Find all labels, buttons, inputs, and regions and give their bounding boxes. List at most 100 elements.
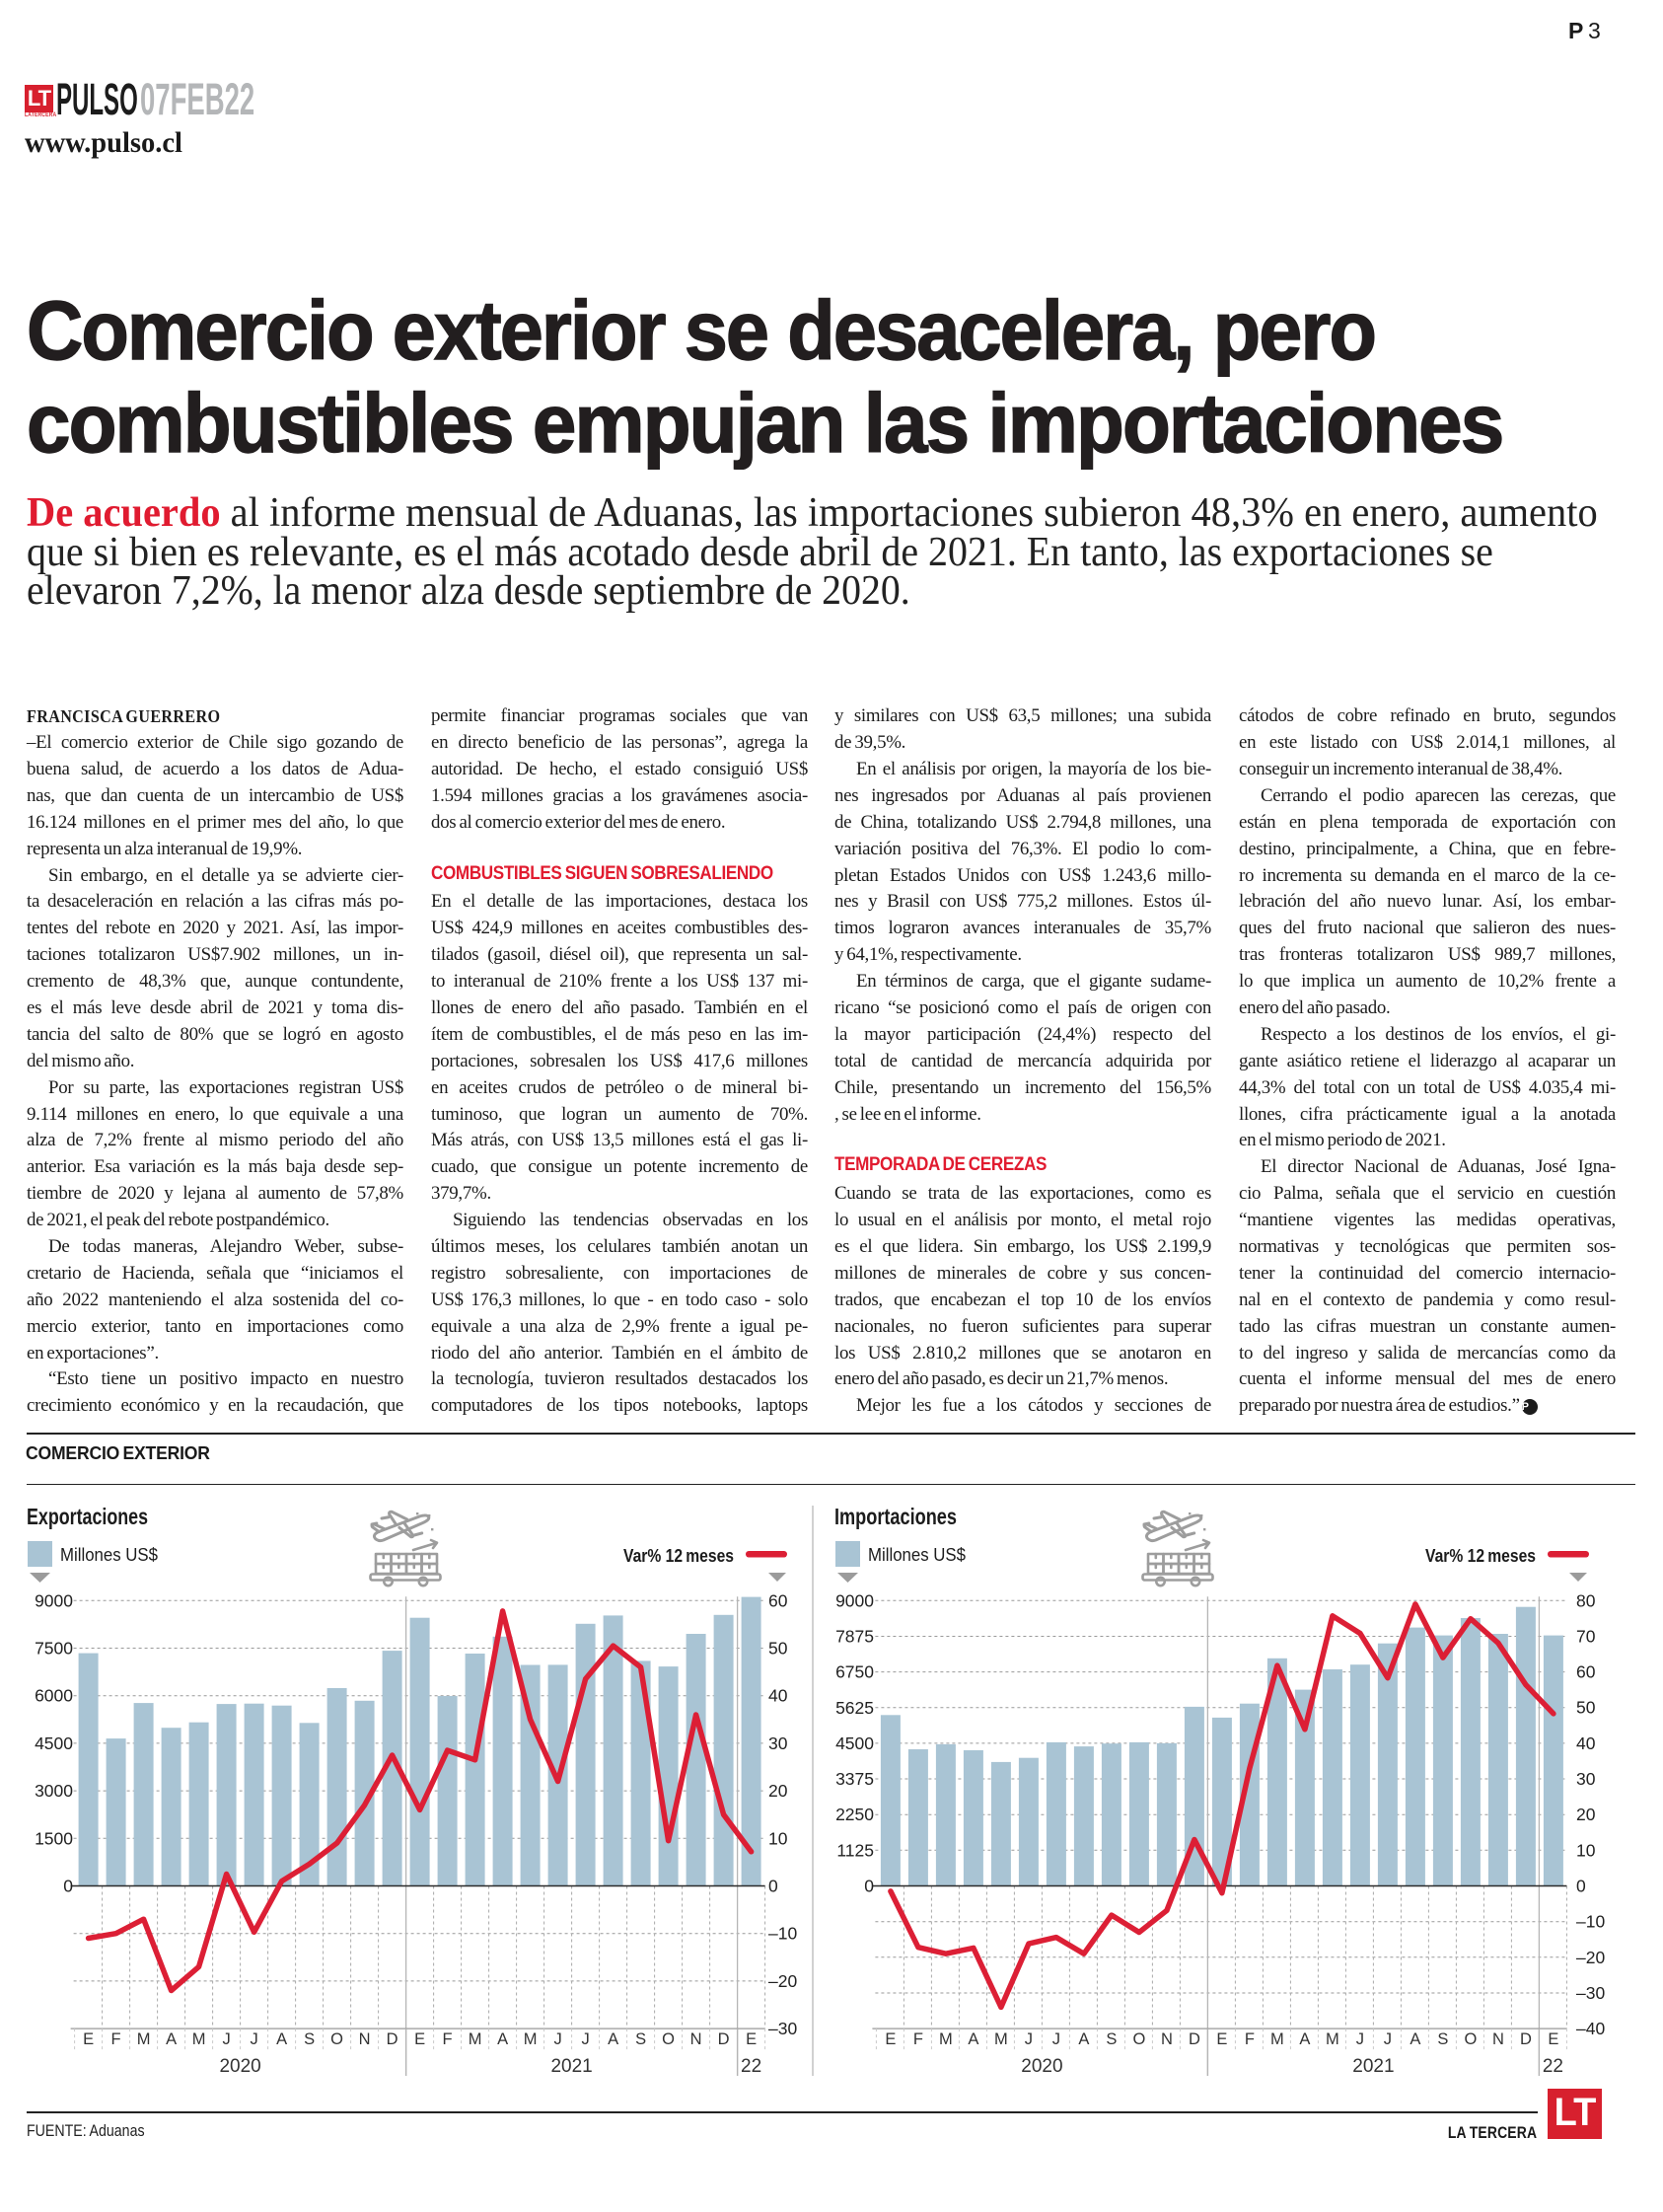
svg-text:E: E [885,2030,896,2048]
svg-text:0: 0 [864,1877,874,1896]
svg-text:F: F [111,2030,121,2048]
svg-text:N: N [690,2030,702,2048]
svg-text:5625: 5625 [835,1698,874,1718]
svg-text:–30: –30 [1576,1983,1605,2003]
svg-text:J: J [581,2030,589,2048]
svg-text:0: 0 [768,1877,778,1896]
svg-text:Var% 12 meses: Var% 12 meses [1425,1545,1536,1566]
svg-text:E: E [83,2030,94,2048]
svg-text:4500: 4500 [35,1733,73,1753]
svg-text:80: 80 [1576,1590,1596,1610]
svg-text:30: 30 [768,1733,788,1753]
svg-text:–30: –30 [768,2019,797,2038]
svg-text:J: J [222,2030,230,2048]
svg-text:S: S [1437,2030,1448,2048]
svg-text:–20: –20 [1576,1948,1605,1967]
svg-text:M: M [524,2030,538,2048]
svg-text:A: A [276,2030,287,2048]
svg-text:E: E [746,2030,757,2048]
svg-text:A: A [608,2030,618,2048]
svg-text:3375: 3375 [835,1769,874,1789]
svg-text:D: D [1520,2030,1532,2048]
svg-text:2250: 2250 [835,1805,874,1824]
svg-text:S: S [304,2030,315,2048]
svg-text:6000: 6000 [35,1686,73,1706]
svg-text:O: O [662,2030,675,2048]
svg-text:2021: 2021 [1352,2056,1394,2077]
svg-text:M: M [1270,2030,1284,2048]
svg-text:A: A [1078,2030,1089,2048]
svg-text:N: N [359,2030,371,2048]
svg-text:O: O [330,2030,343,2048]
svg-text:M: M [939,2030,953,2048]
svg-text:D: D [387,2030,398,2048]
svg-text:A: A [968,2030,978,2048]
svg-text:4500: 4500 [835,1733,874,1753]
svg-text:7500: 7500 [35,1639,73,1659]
svg-text:A: A [166,2030,177,2048]
svg-text:9000: 9000 [35,1590,73,1610]
svg-text:O: O [1464,2030,1477,2048]
svg-text:1500: 1500 [35,1828,73,1848]
svg-text:M: M [469,2030,482,2048]
svg-text:30: 30 [1576,1769,1596,1789]
svg-text:2021: 2021 [550,2056,592,2077]
svg-text:D: D [718,2030,730,2048]
svg-text:2020: 2020 [1021,2056,1062,2077]
svg-text:10: 10 [768,1828,788,1848]
svg-text:–10: –10 [768,1924,797,1944]
svg-text:40: 40 [1576,1733,1596,1753]
svg-text:–20: –20 [768,1971,797,1991]
svg-text:D: D [1189,2030,1200,2048]
svg-text:F: F [913,2030,923,2048]
svg-text:J: J [1384,2030,1392,2048]
svg-text:Var% 12 meses: Var% 12 meses [623,1545,734,1566]
svg-text:0: 0 [63,1877,73,1896]
svg-text:60: 60 [768,1590,788,1610]
svg-text:50: 50 [768,1639,788,1659]
svg-text:E: E [1548,2030,1558,2048]
svg-text:0: 0 [1576,1877,1586,1896]
svg-text:N: N [1492,2030,1504,2048]
svg-text:N: N [1161,2030,1173,2048]
svg-text:50: 50 [1576,1698,1596,1718]
svg-text:S: S [1106,2030,1117,2048]
svg-text:M: M [1326,2030,1339,2048]
svg-text:Importaciones: Importaciones [834,1504,957,1529]
svg-text:3000: 3000 [35,1781,73,1801]
svg-text:O: O [1132,2030,1145,2048]
svg-text:–10: –10 [1576,1912,1605,1932]
svg-text:E: E [414,2030,425,2048]
svg-text:F: F [1245,2030,1255,2048]
svg-text:M: M [137,2030,151,2048]
svg-text:20: 20 [768,1781,788,1801]
svg-text:–40: –40 [1576,2019,1605,2038]
svg-text:A: A [1299,2030,1310,2048]
svg-text:6750: 6750 [835,1662,874,1682]
svg-text:J: J [553,2030,561,2048]
svg-text:10: 10 [1576,1840,1596,1860]
svg-text:A: A [497,2030,508,2048]
svg-text:7875: 7875 [835,1627,874,1647]
svg-text:J: J [1052,2030,1060,2048]
svg-text:Millones US$: Millones US$ [868,1544,966,1565]
svg-text:20: 20 [1576,1805,1596,1824]
svg-text:Millones US$: Millones US$ [60,1544,158,1565]
svg-text:J: J [1025,2030,1033,2048]
svg-text:M: M [994,2030,1008,2048]
svg-text:E: E [1216,2030,1227,2048]
svg-text:S: S [635,2030,646,2048]
svg-text:A: A [1410,2030,1420,2048]
svg-text:J: J [1356,2030,1364,2048]
svg-text:40: 40 [768,1686,788,1706]
svg-text:9000: 9000 [835,1590,874,1610]
svg-text:Exportaciones: Exportaciones [27,1504,148,1529]
svg-text:22: 22 [1543,2056,1563,2077]
svg-text:22: 22 [741,2056,761,2077]
svg-text:J: J [250,2030,257,2048]
svg-text:M: M [192,2030,206,2048]
svg-text:70: 70 [1576,1626,1596,1646]
svg-text:F: F [443,2030,453,2048]
svg-text:1125: 1125 [836,1840,874,1860]
svg-text:2020: 2020 [219,2056,260,2077]
